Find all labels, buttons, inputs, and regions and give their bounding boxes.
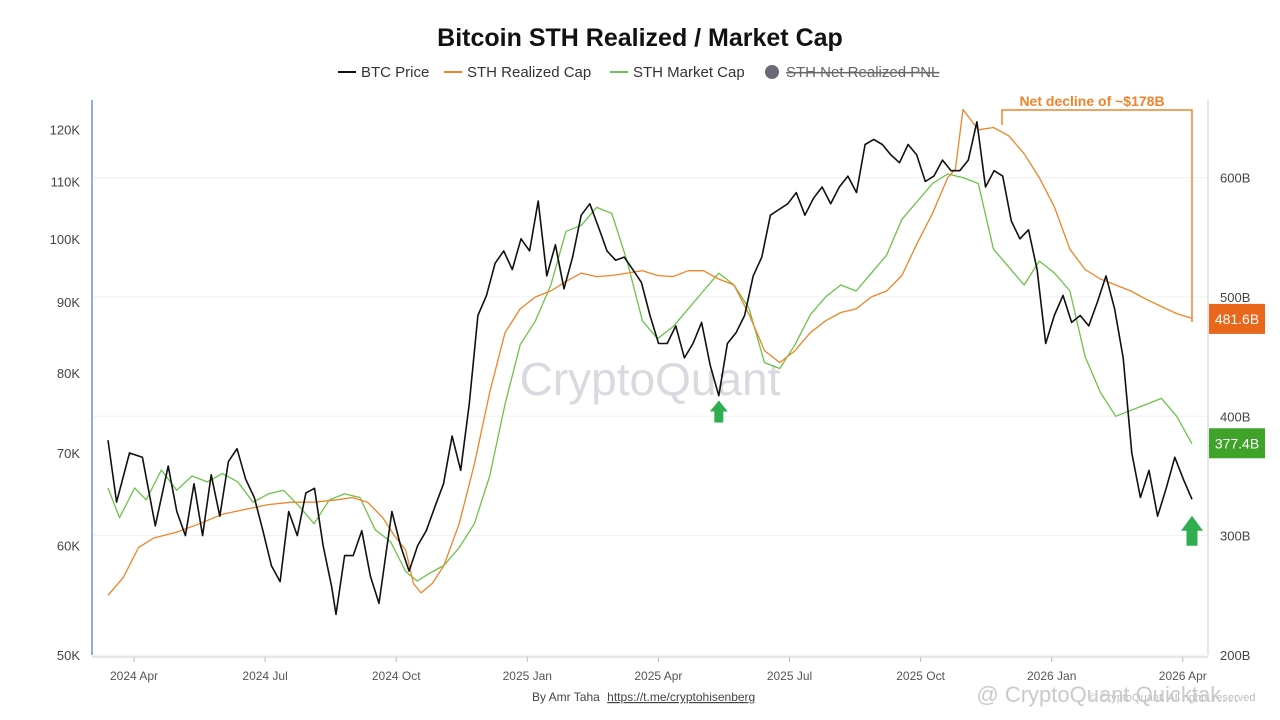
legend-item-0[interactable]: BTC Price [361,64,429,81]
right-tick-label-1: 300B [1220,529,1250,544]
left-tick-label-2: 70K [57,446,80,461]
x-tick-label-5: 2025 Jul [767,669,812,683]
right-tick-label-0: 200B [1220,648,1250,663]
x-tick-label-8: 2026 Apr [1159,669,1207,683]
decline-annotation: Net decline of ~$178B [1019,93,1164,109]
value-badge-1 [1209,428,1265,459]
left-y-axis: 50K 60K 70K 80K 90K 100K 110K 120K [50,122,81,663]
x-axis: 2024 Apr 2024 Jul 2024 Oct 2025 Jan 2025 Apr… [110,657,1207,683]
value-badge-0 [1209,303,1265,334]
x-tick-label-2: 2024 Oct [372,669,421,683]
legend-marker-3 [765,65,779,79]
x-tick-label-0: 2024 Apr [110,669,158,683]
left-tick-label-5: 100K [50,232,81,247]
footer-author-prefix: By Amr Taha [532,690,600,704]
x-tick-label-6: 2025 Oct [896,669,945,683]
x-tick-label-7: 2026 Jan [1027,669,1076,683]
left-tick-label-7: 120K [50,122,81,137]
up-arrow-icon [1181,515,1203,546]
annotation-group: Net decline of ~$178B [1001,93,1193,322]
legend-item-2[interactable]: STH Market Cap [633,64,745,81]
value-badge-label-1: 377.4B [1215,435,1259,451]
left-tick-label-6: 110K [51,175,81,190]
right-tick-label-4: 600B [1220,171,1250,186]
series-line-sth-realized-cap [107,108,1193,596]
markers-group [709,400,1203,546]
legend: BTC Price STH Realized Cap STH Market Cap S… [338,64,939,81]
legend-item-3[interactable]: STH Net Realized PNL [786,64,939,81]
legend-item-1[interactable]: STH Realized Cap [467,64,591,81]
x-tick-label-1: 2024 Jul [242,669,287,683]
up-arrow-icon [709,400,728,423]
footer-rights: © CryptoQuant. All rights reserved [1088,692,1255,704]
value-badge-label-0: 481.6B [1215,311,1259,327]
right-y-axis: 200B 300B 400B 500B 600B [1220,171,1250,663]
right-tick-label-2: 400B [1220,409,1250,424]
series-line-sth-market-cap [107,173,1193,582]
footer-link[interactable]: https://t.me/cryptohisenberg [607,690,755,704]
x-tick-label-4: 2025 Apr [634,669,682,683]
source-badge: @ CryptoQuant Quicktak... [976,682,1239,707]
chart-title: Bitcoin STH Realized / Market Cap [437,24,843,52]
decline-bracket [1001,109,1193,322]
left-tick-label-1: 60K [57,539,80,554]
x-tick-label-3: 2025 Jan [503,669,552,683]
left-tick-label-0: 50K [57,648,80,663]
left-tick-label-3: 80K [57,366,80,381]
right-tick-label-3: 500B [1220,290,1250,305]
series-line-btc-price [107,121,1193,616]
grid [92,177,1208,656]
footer-author: By Amr Taha https://t.me/cryptohisenberg [532,690,755,704]
badges-group: 481.6B 377.4B [1209,303,1265,459]
left-tick-label-4: 90K [57,295,80,310]
watermark: CryptoQuant [520,353,781,405]
series-group [107,108,1193,616]
